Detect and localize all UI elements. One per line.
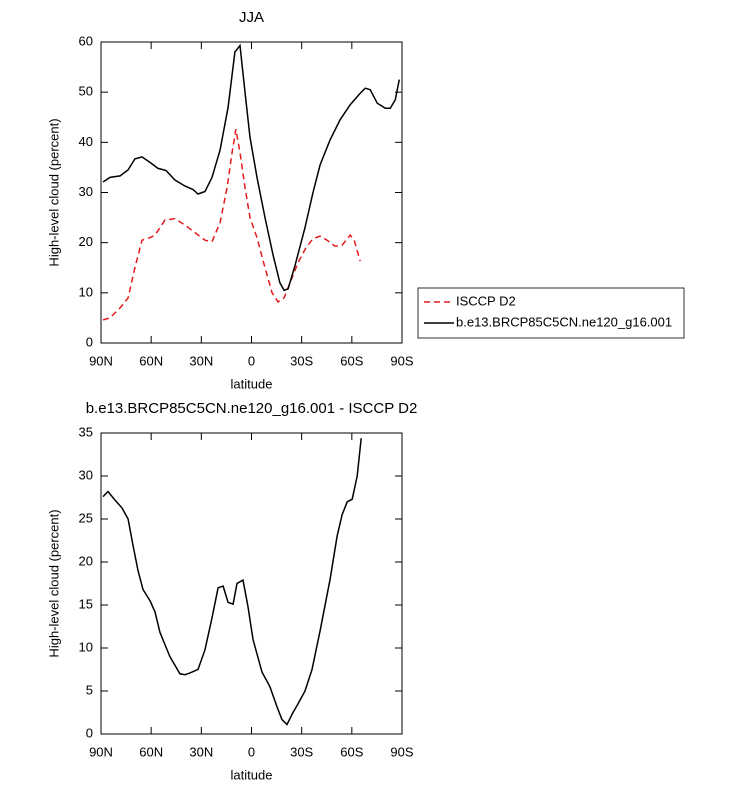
legend-label: b.e13.BRCP85C5CN.ne120_g16.001 bbox=[456, 314, 672, 329]
x-tick-label: 60S bbox=[340, 353, 363, 368]
x-axis-label: latitude bbox=[231, 767, 273, 782]
x-tick-label: 90S bbox=[390, 353, 413, 368]
x-tick-label: 30N bbox=[189, 353, 213, 368]
y-tick-label: 15 bbox=[79, 596, 93, 611]
data-line bbox=[102, 438, 362, 726]
panel: b.e13.BRCP85C5CN.ne120_g16.001 - ISCCP D… bbox=[46, 400, 417, 782]
x-tick-label: 90S bbox=[390, 744, 413, 759]
x-tick-label: 60N bbox=[139, 353, 163, 368]
y-tick-label: 40 bbox=[79, 134, 93, 149]
y-tick-label: 10 bbox=[79, 284, 93, 299]
legend-label: ISCCP D2 bbox=[456, 293, 516, 308]
plot-frame bbox=[100, 41, 403, 344]
y-tick-label: 10 bbox=[79, 639, 93, 654]
legend-box bbox=[417, 287, 685, 339]
y-tick-label: 35 bbox=[79, 424, 93, 439]
y-tick-label: 20 bbox=[79, 234, 93, 249]
x-tick-label: 0 bbox=[248, 353, 255, 368]
x-axis-label: latitude bbox=[231, 376, 273, 391]
plot bbox=[102, 43, 401, 321]
data-line bbox=[102, 129, 361, 321]
y-tick-label: 30 bbox=[79, 184, 93, 199]
x-tick-label: 60S bbox=[340, 744, 363, 759]
chart-title: JJA bbox=[239, 9, 264, 26]
legend: ISCCP D2 b.e13.BRCP85C5CN.ne120_g16.001 bbox=[417, 287, 685, 339]
y-tick-label: 60 bbox=[79, 33, 93, 48]
x-tick-label: 30S bbox=[290, 353, 313, 368]
y-tick-label: 0 bbox=[86, 334, 93, 349]
x-tick-label: 90N bbox=[89, 744, 113, 759]
y-tick-label: 20 bbox=[79, 553, 93, 568]
plot bbox=[102, 438, 362, 726]
y-tick-label: 25 bbox=[79, 510, 93, 525]
y-axis-label: High-level cloud (percent) bbox=[46, 118, 61, 266]
x-tick-label: 0 bbox=[248, 744, 255, 759]
x-tick-label: 60N bbox=[139, 744, 163, 759]
data-line bbox=[102, 43, 401, 292]
chart-title: b.e13.BRCP85C5CN.ne120_g16.001 - ISCCP D… bbox=[86, 400, 418, 417]
x-tick-label: 30S bbox=[290, 744, 313, 759]
y-tick-label: 50 bbox=[79, 84, 93, 99]
y-tick-label: 30 bbox=[79, 467, 93, 482]
x-tick-label: 90N bbox=[89, 353, 113, 368]
y-tick-label: 0 bbox=[86, 725, 93, 740]
x-tick-label: 30N bbox=[189, 744, 213, 759]
y-tick-label: 5 bbox=[86, 682, 93, 697]
y-axis-label: High-level cloud (percent) bbox=[46, 509, 61, 657]
panel: JJA latitude High-level cloud (percent) 90N… bbox=[46, 9, 685, 391]
